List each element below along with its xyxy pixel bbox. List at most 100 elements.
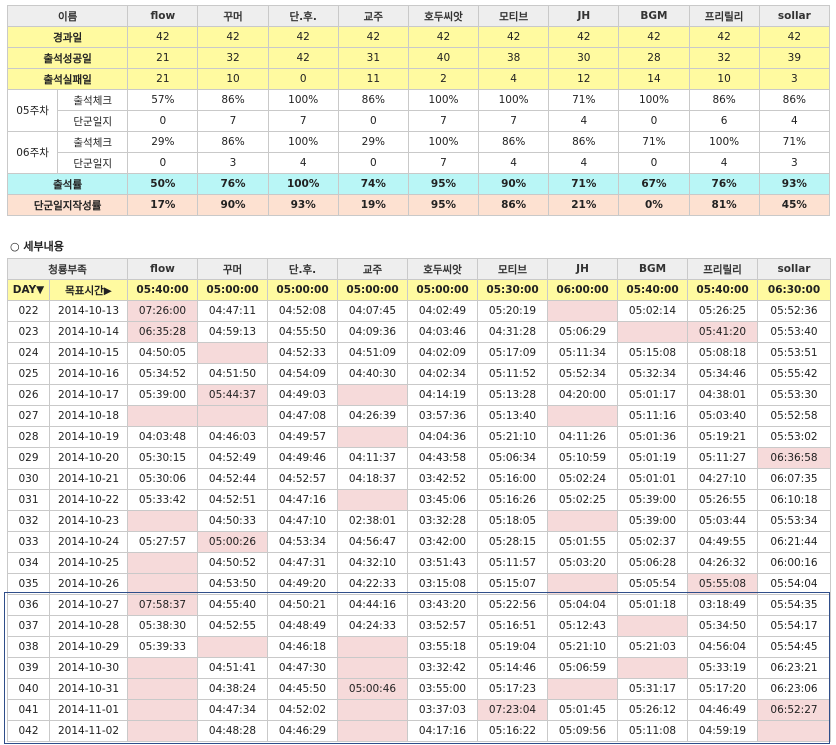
summary-cell: 42	[618, 26, 690, 48]
week-attendance-row: 06주차 출석체크 29% 86% 100% 29% 100% 86% 86% 71% 100% 71…	[6, 131, 831, 174]
journal-rate-label: 단군일지작성률	[6, 194, 129, 216]
wake-time-cell: 04:47:16	[267, 489, 339, 511]
date-cell: 2014-10-17	[48, 384, 129, 406]
attendance-cell: 86%	[197, 89, 269, 111]
wake-time-cell: 05:01:36	[617, 426, 689, 448]
journal-cell: 4	[548, 110, 620, 132]
member-header: 꾸머	[197, 258, 269, 280]
wake-time-cell: 03:32:42	[407, 657, 479, 679]
date-cell: 2014-10-19	[48, 426, 129, 448]
journal-label: 단군일지	[57, 152, 129, 174]
wake-time-cell: 04:09:36	[337, 321, 409, 343]
wake-time-cell: 05:16:22	[477, 720, 549, 742]
table-row: 042 2014-11-02 04:48:28 04:46:29 04:17:16 05:…	[7, 720, 832, 742]
wake-time-cell: 05:15:08	[617, 342, 689, 364]
wake-time-cell: 05:10:59	[547, 447, 619, 469]
wake-time-cell: 04:45:50	[267, 678, 339, 700]
journal-cell: 7	[478, 110, 550, 132]
summary-cell: 32	[197, 47, 269, 69]
wake-time-cell: 05:17:20	[687, 678, 759, 700]
wake-time-cell: 03:42:52	[407, 468, 479, 490]
name-header: 이름	[6, 5, 129, 27]
wake-time-cell: 05:34:46	[687, 363, 759, 385]
wake-time-cell: 05:26:25	[687, 300, 759, 322]
date-cell: 2014-10-26	[48, 573, 129, 595]
summary-cell: 28	[618, 47, 690, 69]
wake-time-cell: 05:53:40	[757, 321, 832, 343]
wake-time-cell	[127, 678, 199, 700]
week-journal-row: 단군일지 0 3 4 0 7 4 4 0 4 3	[8, 152, 831, 174]
wake-time-cell: 04:02:09	[407, 342, 479, 364]
wake-time-cell: 04:59:19	[687, 720, 759, 742]
journal-cell: 6	[688, 110, 760, 132]
attendance-rate-cell: 71%	[548, 173, 620, 195]
wake-time-cell: 05:01:55	[547, 531, 619, 553]
summary-cell: 42	[478, 26, 550, 48]
day-sort-header[interactable]: DAY▼	[7, 279, 50, 301]
attendance-cell: 86%	[337, 89, 409, 111]
member-header: 교주	[337, 258, 409, 280]
wake-time-cell: 06:10:18	[757, 489, 832, 511]
summary-cell: 30	[548, 47, 620, 69]
wake-time-cell: 06:23:06	[757, 678, 832, 700]
wake-time-cell: 04:49:20	[267, 573, 339, 595]
member-header: BGM	[617, 258, 689, 280]
wake-time-cell: 04:07:45	[337, 300, 409, 322]
summary-cell: 21	[127, 47, 199, 69]
wake-time-cell: 04:47:08	[267, 405, 339, 427]
journal-rate-cell: 19%	[337, 194, 409, 216]
day-cell: 033	[7, 531, 50, 553]
wake-time-cell	[337, 657, 409, 679]
wake-time-cell: 05:53:02	[757, 426, 832, 448]
journal-rate-cell: 0%	[618, 194, 690, 216]
journal-rate-cell: 93%	[267, 194, 339, 216]
attendance-cell: 71%	[758, 131, 831, 153]
day-cell: 035	[7, 573, 50, 595]
wake-time-cell: 05:31:17	[617, 678, 689, 700]
target-time-cell: 06:30:00	[757, 279, 832, 301]
wake-time-cell	[547, 300, 619, 322]
wake-time-cell	[617, 321, 689, 343]
day-cell: 027	[7, 405, 50, 427]
wake-time-cell: 05:01:01	[617, 468, 689, 490]
wake-time-cell: 03:37:03	[407, 699, 479, 721]
day-cell: 037	[7, 615, 50, 637]
target-time-row: DAY▼ 목표시간▶ 05:40:00 05:00:00 05:00:00 05:00:0…	[7, 279, 832, 301]
wake-time-cell: 04:56:04	[687, 636, 759, 658]
summary-row-label: 출석성공일	[6, 47, 129, 69]
wake-time-cell	[757, 720, 832, 742]
target-time-cell: 05:40:00	[687, 279, 759, 301]
wake-time-cell: 04:43:58	[407, 447, 479, 469]
wake-time-cell	[547, 573, 619, 595]
summary-cell: 39	[758, 47, 831, 69]
wake-time-cell: 04:52:44	[197, 468, 269, 490]
wake-time-cell: 04:48:49	[267, 615, 339, 637]
member-header: 프리릴리	[688, 5, 760, 27]
table-row: 034 2014-10-25 04:50:52 04:47:31 04:32:10 03:…	[7, 552, 832, 574]
summary-cell: 42	[337, 26, 409, 48]
member-header: flow	[127, 5, 199, 27]
journal-cell: 7	[197, 110, 269, 132]
journal-cell: 4	[548, 152, 620, 174]
wake-time-cell: 05:39:33	[127, 636, 199, 658]
wake-time-cell: 04:11:26	[547, 426, 619, 448]
journal-cell: 4	[758, 110, 831, 132]
wake-time-cell: 05:06:34	[477, 447, 549, 469]
wake-time-cell: 03:15:08	[407, 573, 479, 595]
date-cell: 2014-11-02	[48, 720, 129, 742]
wake-time-cell: 05:21:03	[617, 636, 689, 658]
wake-time-cell: 05:17:23	[477, 678, 549, 700]
date-cell: 2014-10-31	[48, 678, 129, 700]
day-cell: 022	[7, 300, 50, 322]
wake-time-cell: 05:44:37	[197, 384, 269, 406]
day-cell: 029	[7, 447, 50, 469]
target-time-header: 목표시간▶	[48, 279, 129, 301]
summary-row: 출석실패일 21 10 0 11 2 4 12 14 10 3	[6, 68, 831, 90]
summary-cell: 32	[688, 47, 760, 69]
wake-time-cell: 04:59:13	[197, 321, 269, 343]
target-time-cell: 05:40:00	[617, 279, 689, 301]
journal-rate-cell: 95%	[407, 194, 480, 216]
wake-time-cell	[337, 489, 409, 511]
target-time-cell: 05:40:00	[127, 279, 199, 301]
wake-time-cell: 05:03:44	[687, 510, 759, 532]
